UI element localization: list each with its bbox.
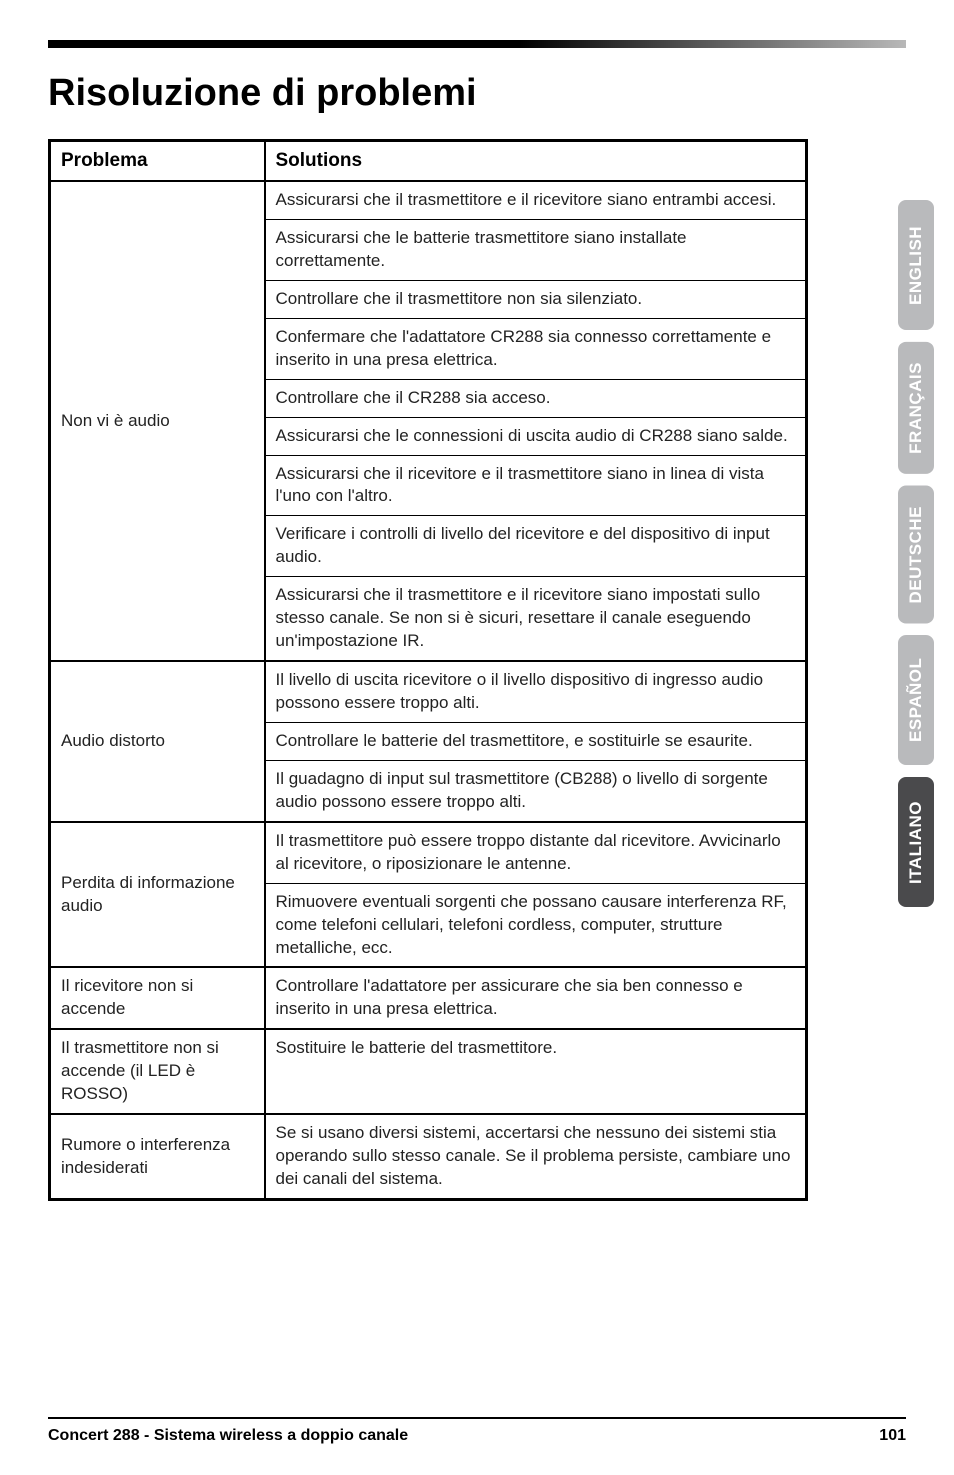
table-row: Audio distortoIl livello di uscita ricev… <box>50 661 807 722</box>
solution-cell: Controllare le batterie del trasmettitor… <box>265 722 807 760</box>
language-tab-deutsche[interactable]: DEUTSCHE <box>898 486 934 624</box>
language-tab-english[interactable]: ENGLISH <box>898 200 934 330</box>
solution-cell: Verificare i controlli di livello del ri… <box>265 516 807 577</box>
solution-cell: Confermare che l'adattatore CR288 sia co… <box>265 318 807 379</box>
solution-cell: Il livello di uscita ricevitore o il liv… <box>265 661 807 722</box>
problem-cell: Rumore o interferenza indesiderati <box>50 1114 265 1199</box>
problem-cell: Il trasmettitore non si accende (il LED … <box>50 1029 265 1114</box>
solution-cell: Se si usano diversi sistemi, accertarsi … <box>265 1114 807 1199</box>
language-tab-español[interactable]: ESPAÑOL <box>898 635 934 765</box>
solution-cell: Controllare che il trasmettitore non sia… <box>265 280 807 318</box>
table-row: Perdita di informazione audioIl trasmett… <box>50 822 807 883</box>
page-number: 101 <box>879 1427 906 1445</box>
solution-cell: Assicurarsi che le batterie trasmettitor… <box>265 219 807 280</box>
solution-cell: Controllare che il CR288 sia acceso. <box>265 379 807 417</box>
th-problema: Problema <box>50 141 265 182</box>
solution-cell: Sostituire le batterie del trasmettitore… <box>265 1029 807 1114</box>
table-row: Il ricevitore non si accendeControllare … <box>50 967 807 1029</box>
language-tabs: ENGLISH FRANÇAIS DEUTSCHE ESPAÑOL ITALIANO <box>898 200 934 907</box>
solution-cell: Il guadagno di input sul trasmettitore (… <box>265 760 807 821</box>
solution-cell: Assicurarsi che il trasmettitore e il ri… <box>265 577 807 661</box>
table-row: Rumore o interferenza indesideratiSe si … <box>50 1114 807 1199</box>
troubleshooting-table: Problema Solutions Non vi è audioAssicur… <box>48 139 808 1201</box>
solution-cell: Assicurarsi che le connessioni di uscita… <box>265 417 807 455</box>
top-rule <box>48 40 906 48</box>
footer-title: Concert 288 - Sistema wireless a doppio … <box>48 1427 408 1445</box>
footer: Concert 288 - Sistema wireless a doppio … <box>48 1417 906 1445</box>
solution-cell: Assicurarsi che il ricevitore e il trasm… <box>265 455 807 516</box>
page-title: Risoluzione di problemi <box>48 72 906 115</box>
problem-cell: Audio distorto <box>50 661 265 822</box>
table-row: Il trasmettitore non si accende (il LED … <box>50 1029 807 1114</box>
solution-cell: Controllare l'adattatore per assicurare … <box>265 967 807 1029</box>
solution-cell: Assicurarsi che il trasmettitore e il ri… <box>265 181 807 219</box>
language-tab-français[interactable]: FRANÇAIS <box>898 342 934 474</box>
problem-cell: Il ricevitore non si accende <box>50 967 265 1029</box>
solution-cell: Rimuovere eventuali sorgenti che possano… <box>265 883 807 967</box>
language-tab-italiano[interactable]: ITALIANO <box>898 777 934 907</box>
problem-cell: Non vi è audio <box>50 181 265 661</box>
solution-cell: Il trasmettitore può essere troppo dista… <box>265 822 807 883</box>
problem-cell: Perdita di informazione audio <box>50 822 265 968</box>
th-solutions: Solutions <box>265 141 807 182</box>
table-row: Non vi è audioAssicurarsi che il trasmet… <box>50 181 807 219</box>
